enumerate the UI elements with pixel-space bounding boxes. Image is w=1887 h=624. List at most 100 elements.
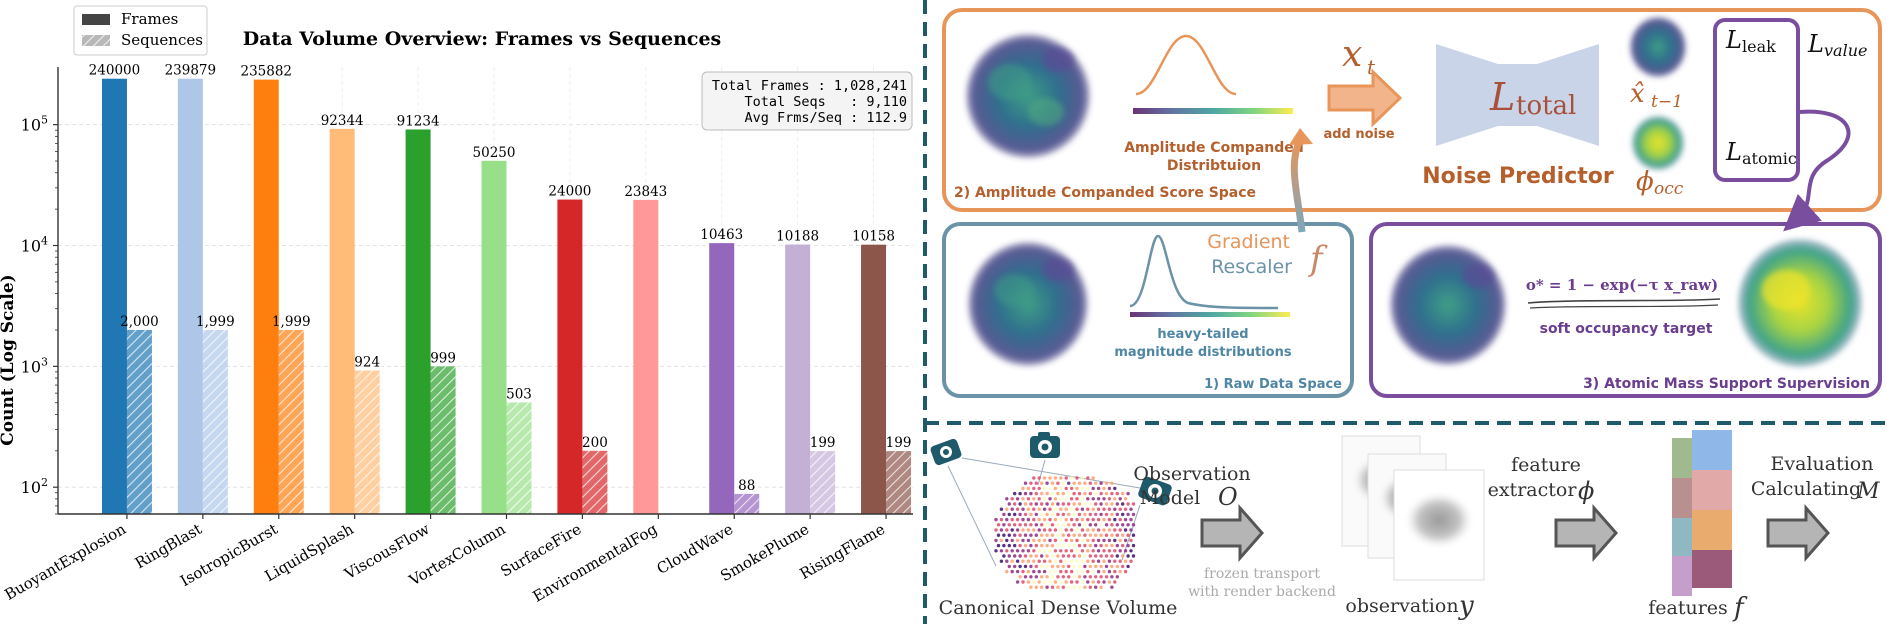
volume-point — [1002, 523, 1006, 527]
volume-point — [1023, 523, 1028, 527]
amplitude-distribution-plot — [1133, 34, 1293, 114]
chart-axes — [53, 67, 913, 519]
volume-point — [1032, 580, 1036, 584]
volume-point — [1088, 533, 1092, 537]
bar-chart: 240000 2,000 239879 1,999 235882 1,999 92344 92… — [0, 5, 913, 606]
volume-point — [1115, 523, 1119, 527]
volume-point — [1102, 538, 1106, 543]
volume-point — [1083, 564, 1087, 569]
volume-point — [1013, 523, 1017, 527]
raw-caption-line1: heavy-tailed — [1157, 327, 1248, 342]
volume-point — [1083, 554, 1087, 558]
volume-point — [1045, 554, 1049, 558]
volume-point — [1050, 554, 1055, 558]
volume-point — [1080, 538, 1085, 543]
gradient-rescaler-arrowhead — [1289, 128, 1313, 145]
volume-point — [1023, 491, 1028, 496]
volume-point — [1007, 502, 1011, 506]
volume-point — [1096, 569, 1101, 574]
x-tick-label: BuoyantExplosion — [1, 520, 129, 604]
volume-point — [1015, 528, 1020, 532]
volume-point — [1048, 580, 1052, 584]
volume-point — [1067, 481, 1071, 485]
volume-point — [1113, 517, 1117, 522]
volume-point — [1048, 507, 1052, 511]
volume-point — [1110, 491, 1114, 496]
volume-point — [1037, 486, 1041, 491]
volume-point — [1077, 554, 1082, 558]
volume-point — [1080, 486, 1085, 491]
volume-point — [1096, 528, 1101, 532]
obs-model-arrow — [1200, 504, 1264, 562]
stats-box: Total Frames : 1,028,241 Total Seqs : 9,… — [701, 71, 913, 131]
volume-point — [1021, 497, 1025, 501]
volume-point — [1094, 491, 1098, 496]
volume-point — [1083, 502, 1087, 506]
chart-data-labels: 240000 2,000 239879 1,999 235882 1,999 92344 92… — [89, 63, 912, 494]
volume-point — [1086, 538, 1090, 543]
volume-point — [1053, 517, 1058, 522]
volume-point — [1077, 585, 1082, 589]
volume-point — [1021, 549, 1025, 553]
volume-point — [1061, 523, 1065, 527]
volume-point — [1048, 476, 1052, 480]
volume-point — [1026, 507, 1031, 511]
volume-point — [1010, 559, 1014, 563]
volume-point — [994, 528, 998, 532]
volume-point — [1126, 554, 1130, 558]
volume-point — [1077, 512, 1082, 517]
volume-point — [1067, 585, 1071, 589]
volume-point — [1067, 543, 1071, 548]
volume-point — [1110, 554, 1114, 558]
volume-point — [1059, 549, 1063, 553]
feature-bars — [1672, 430, 1732, 596]
volume-point — [1118, 517, 1122, 522]
volume-point — [1021, 517, 1025, 522]
volume-point — [1061, 481, 1065, 485]
volume-point — [1075, 476, 1079, 480]
formula-underline — [1527, 298, 1721, 304]
bar-sequences-hatch — [354, 370, 380, 514]
volume-point — [1094, 523, 1098, 527]
volume-point — [1088, 564, 1092, 569]
volume-point — [1032, 569, 1036, 574]
volume-point — [1056, 564, 1060, 569]
volume-point — [1123, 507, 1128, 511]
volume-point — [1064, 528, 1068, 532]
volume-point — [1072, 575, 1076, 579]
volume-point — [1059, 538, 1063, 543]
volume-point — [1113, 538, 1117, 543]
volume-point — [1104, 554, 1109, 558]
volume-point — [1086, 559, 1090, 563]
volume-point — [1088, 512, 1092, 517]
volume-point — [1005, 569, 1009, 574]
volume-point — [996, 523, 1001, 527]
volume-point — [1072, 554, 1076, 558]
volume-point — [1072, 481, 1076, 485]
volume-point — [1034, 585, 1038, 589]
volume-point — [1110, 543, 1114, 548]
volume-point — [1029, 585, 1033, 589]
camera-icon-3 — [1138, 476, 1172, 506]
bar-frames-RisingFlame — [861, 244, 887, 514]
volume-point — [1129, 528, 1133, 532]
volume-point — [1064, 476, 1068, 480]
volume-point — [1094, 554, 1098, 558]
volume-point — [1032, 507, 1036, 511]
obs-model-line2: Model — [1140, 487, 1200, 509]
volume-point — [1086, 486, 1090, 491]
volume-point — [1040, 585, 1044, 589]
volume-point — [1115, 564, 1119, 569]
volume-point — [1115, 502, 1119, 506]
volume-point — [1080, 559, 1085, 563]
volume-point — [1042, 569, 1047, 574]
volume-point — [1010, 528, 1014, 532]
volume-point — [1018, 543, 1022, 548]
volume-point — [1026, 559, 1031, 563]
volume-point — [1040, 491, 1044, 496]
add-noise-label: add noise — [1323, 127, 1394, 142]
y-tick-labels: 102 103 104 105 — [21, 114, 48, 498]
phi-occ-symbol: ϕ — [1636, 167, 1654, 197]
volume-point — [1083, 543, 1087, 548]
volume-point — [1013, 543, 1017, 548]
